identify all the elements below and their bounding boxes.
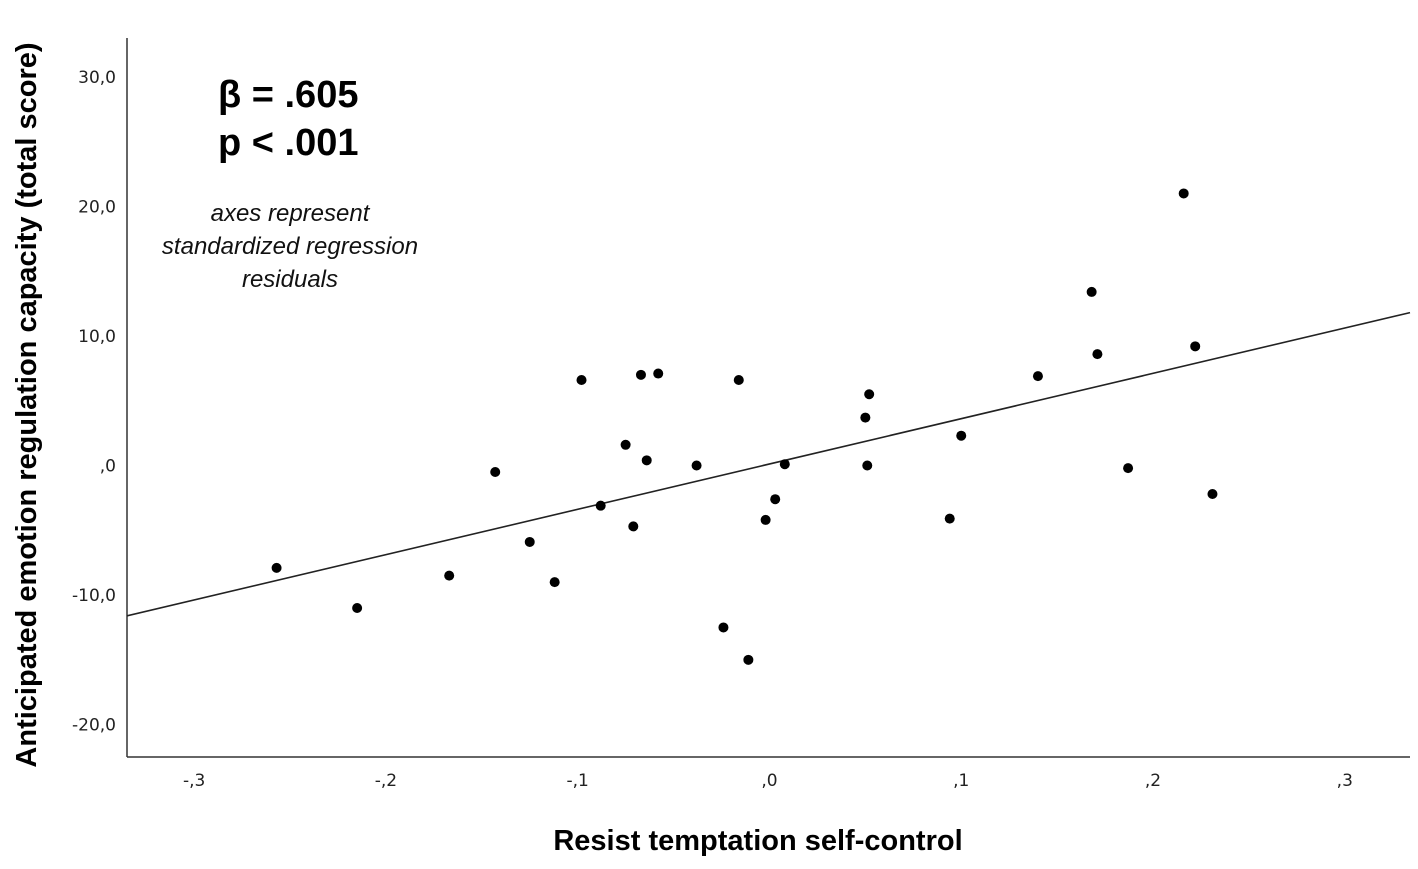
data-point [1086, 286, 1097, 297]
x-tick-label: ,0 [761, 771, 777, 791]
data-point [271, 562, 282, 573]
data-point [691, 460, 702, 471]
data-point [641, 455, 652, 466]
beta-annotation: β = .605 [218, 74, 358, 116]
data-point [490, 466, 501, 477]
axes [126, 38, 1410, 758]
data-point [743, 654, 754, 665]
data-points [271, 188, 1218, 665]
data-point [1123, 463, 1134, 474]
data-point [718, 622, 729, 633]
y-tick-label: ,0 [100, 457, 116, 477]
data-point [444, 570, 455, 581]
regression-line [126, 311, 1411, 617]
data-point [860, 412, 871, 423]
data-point [1190, 341, 1201, 352]
x-tick-labels: -,3 -,2 -,1 ,0 ,1 ,2 ,3 [183, 771, 1353, 791]
data-point [620, 439, 631, 450]
data-point [1207, 489, 1218, 500]
note-line-1: axes represent [211, 200, 371, 227]
x-tick-label: -,1 [567, 771, 589, 791]
data-point [779, 459, 790, 470]
data-point [635, 369, 646, 380]
y-tick-label: 20,0 [78, 197, 116, 217]
data-point [1178, 188, 1189, 199]
data-point [1032, 371, 1043, 382]
y-tick-label: 10,0 [78, 327, 116, 347]
data-point [595, 500, 606, 511]
x-axis-title: Resist temptation self-control [553, 825, 962, 857]
y-tick-label: -20,0 [72, 716, 116, 736]
note-line-3: residuals [242, 266, 338, 293]
data-point [653, 368, 664, 379]
data-point [1092, 349, 1103, 360]
y-tick-labels: 30,0 20,0 10,0 ,0 -10,0 -20,0 [72, 68, 116, 736]
data-point [864, 389, 875, 400]
x-tick-label: -,2 [375, 771, 397, 791]
data-point [524, 536, 535, 547]
x-tick-label: ,1 [953, 771, 969, 791]
note-annotation: axes represent standardized regression r… [162, 200, 418, 293]
data-point [352, 603, 363, 614]
y-tick-label: 30,0 [78, 68, 116, 88]
data-point [944, 513, 955, 524]
x-tick-label: ,2 [1145, 771, 1161, 791]
data-point [733, 375, 744, 386]
note-line-2: standardized regression [162, 233, 418, 260]
data-point [862, 460, 873, 471]
stat-annotation: β = .605 p < .001 [218, 74, 358, 164]
y-tick-label: -10,0 [72, 586, 116, 606]
p-value-annotation: p < .001 [218, 122, 358, 164]
x-tick-label: -,3 [183, 771, 205, 791]
data-point [576, 375, 587, 386]
data-point [956, 430, 967, 441]
data-point [549, 577, 560, 588]
data-point [760, 514, 771, 525]
data-point [628, 521, 639, 532]
y-axis-title: Anticipated emotion regulation capacity … [11, 42, 43, 767]
data-point [770, 494, 781, 505]
x-tick-label: ,3 [1337, 771, 1353, 791]
